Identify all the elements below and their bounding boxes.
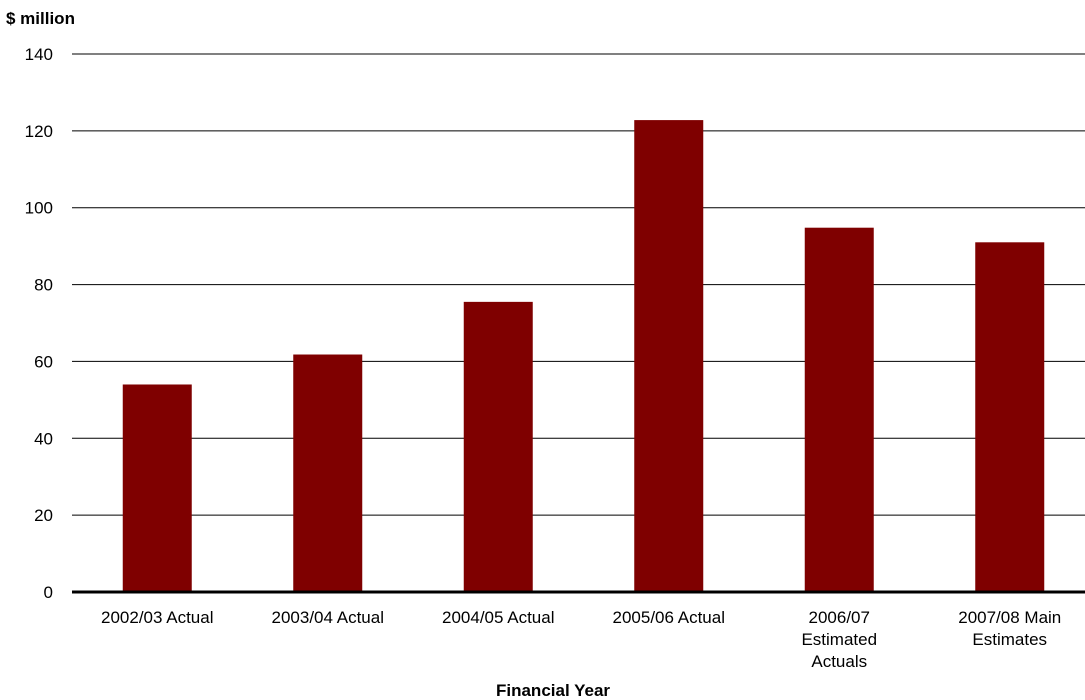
x-category-label-line: 2003/04 Actual xyxy=(272,608,384,627)
bar xyxy=(804,227,874,592)
y-tick-labels: 0 20 40 60 80 100 120 140 xyxy=(25,45,53,602)
gridlines xyxy=(72,53,1085,516)
x-category-label: 2006/07 Estimated Actuals xyxy=(801,608,877,671)
y-tick-label: 120 xyxy=(25,122,53,141)
y-axis-title: $ million xyxy=(6,9,75,28)
x-category-label: 2004/05 Actual xyxy=(442,608,554,627)
y-tick-label: 60 xyxy=(34,352,53,371)
x-category-label: 2002/03 Actual xyxy=(101,608,213,627)
bar xyxy=(293,354,363,592)
x-category-label-line: 2007/08 Main xyxy=(958,608,1061,627)
y-tick-label: 140 xyxy=(25,45,53,64)
x-category-label-line: 2006/07 xyxy=(809,608,870,627)
x-axis-title: Financial Year xyxy=(496,681,610,700)
x-category-labels: 2002/03 Actual 2003/04 Actual 2004/05 Actu… xyxy=(101,608,1061,671)
x-category-label: 2003/04 Actual xyxy=(272,608,384,627)
y-tick-label: 0 xyxy=(44,583,53,602)
bar xyxy=(463,301,533,592)
x-category-label: 2005/06 Actual xyxy=(613,608,725,627)
x-category-label-line: 2005/06 Actual xyxy=(613,608,725,627)
x-category-label-line: Estimates xyxy=(972,630,1047,649)
bar xyxy=(634,120,704,593)
bars xyxy=(122,120,1045,593)
x-category-label-line: Actuals xyxy=(811,652,867,671)
x-category-label-line: Estimated xyxy=(801,630,877,649)
x-category-label-line: 2002/03 Actual xyxy=(101,608,213,627)
x-category-label-line: 2004/05 Actual xyxy=(442,608,554,627)
y-tick-label: 20 xyxy=(34,506,53,525)
bar xyxy=(975,242,1045,593)
y-tick-label: 80 xyxy=(34,276,53,295)
y-tick-label: 40 xyxy=(34,429,53,448)
y-tick-label: 100 xyxy=(25,199,53,218)
x-category-label: 2007/08 Main Estimates xyxy=(958,608,1061,649)
bar xyxy=(122,384,192,592)
